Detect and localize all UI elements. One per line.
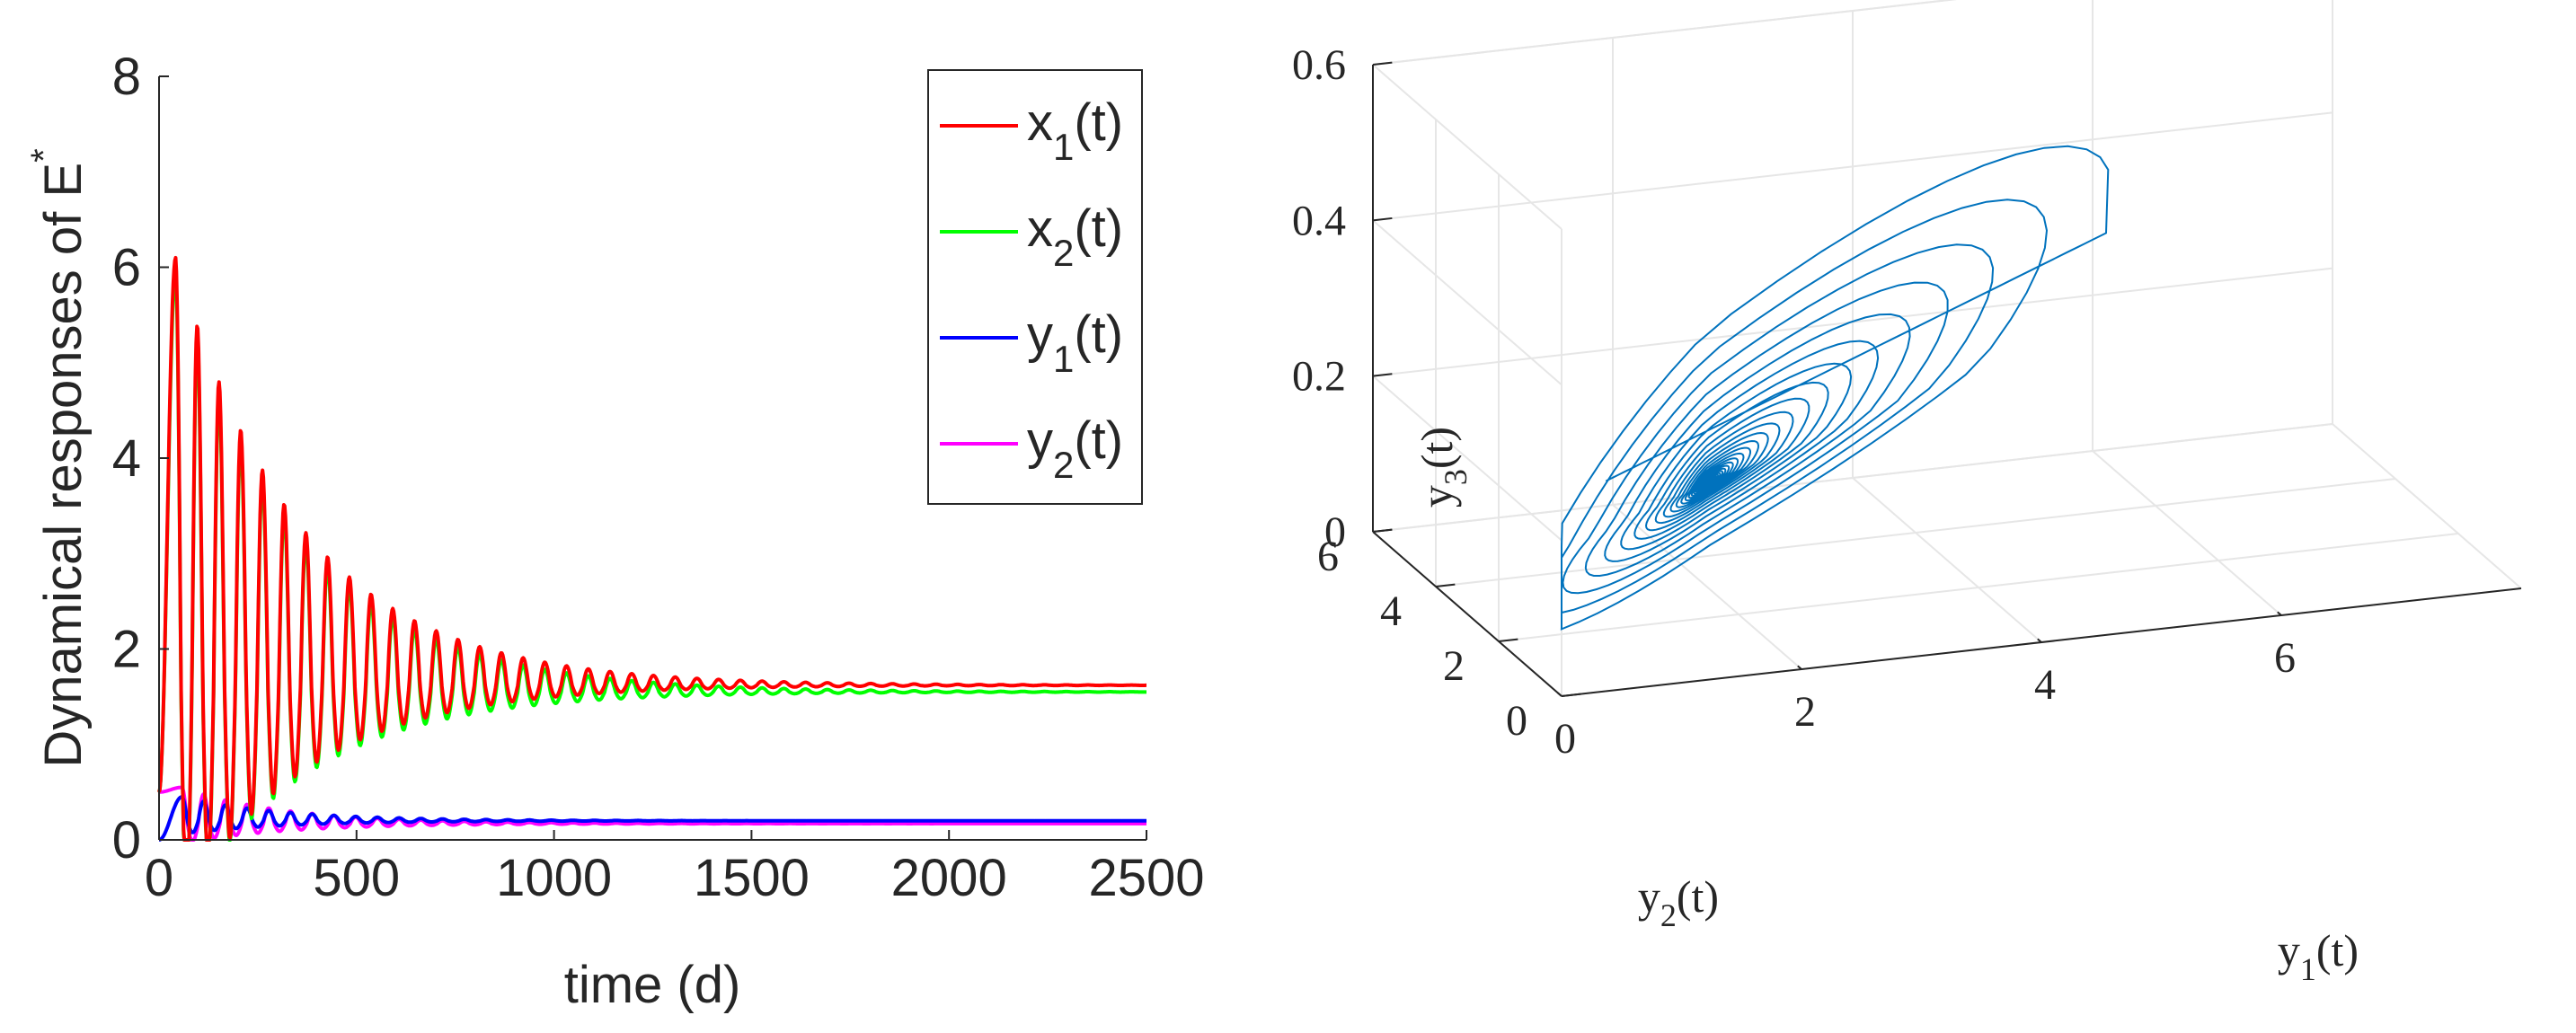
x3d-tick-label: 6 xyxy=(2274,634,2296,682)
trajectory-line xyxy=(1560,145,2110,631)
x-tick-label: 1500 xyxy=(694,849,810,907)
x3d-tick-label: 4 xyxy=(2034,661,2056,709)
wall-gridline xyxy=(1372,0,1957,66)
grid-3d xyxy=(1372,0,2522,697)
y-tick xyxy=(1561,693,1581,697)
x-tick-label: 500 xyxy=(313,849,400,907)
tick-labels: 0 500 1000 1500 2000 2500 0 2 4 6 8 xyxy=(112,48,1205,907)
y-tick-label: 8 xyxy=(112,48,141,106)
x-tick xyxy=(2037,638,2042,643)
z-tick xyxy=(1372,216,1393,222)
legend: x1(t) x2(t) y1(t) y2(t) xyxy=(927,69,1143,505)
x-tick-label: 0 xyxy=(145,849,173,907)
y-axis-line xyxy=(1372,531,1562,697)
trajectory-group xyxy=(1560,145,2110,631)
floor-gridline xyxy=(2092,450,2282,616)
series-line-y2t xyxy=(157,785,1148,842)
axes-3d xyxy=(1372,61,2522,697)
x3d-tick-label: 2 xyxy=(1794,688,1816,736)
y-axis-label: Dynamical responses of E* xyxy=(24,148,93,767)
series-line-x1t xyxy=(157,255,1148,842)
y-tick-label: 2 xyxy=(112,621,141,679)
wall-gridline xyxy=(1372,64,1562,230)
z3d-tick-label: 0.4 xyxy=(1292,197,1346,244)
y3d-tick-label: 4 xyxy=(1380,587,1402,635)
y-tick-label: 4 xyxy=(112,429,141,488)
x-axis-label: time (d) xyxy=(564,956,741,1014)
z-tick xyxy=(1372,61,1393,66)
x3d-axis-label: y1(t) xyxy=(2278,925,2359,987)
time-series-chart: 0 500 1000 1500 2000 2500 0 2 4 6 8 time (d) Dynam… xyxy=(24,48,1205,1014)
series-line-y1t xyxy=(157,795,1148,842)
wall-gridline xyxy=(1372,219,1562,386)
z3d-tick-label: 0.2 xyxy=(1292,353,1346,401)
y-tick xyxy=(1498,638,1518,642)
y3d-tick-label: 6 xyxy=(1317,533,1339,580)
legend-box xyxy=(927,69,1143,505)
floor-gridline xyxy=(1498,533,2459,642)
z3d-tick-label: 0.6 xyxy=(1292,41,1346,89)
y3d-tick-label: 0 xyxy=(1506,697,1527,745)
floor-gridline xyxy=(1612,504,1802,670)
y-tick-label: 6 xyxy=(112,239,141,297)
y-tick-label: 0 xyxy=(112,811,141,870)
wall-gridline xyxy=(1372,375,1562,542)
axis-labels-3d: y1(t) y2(t) y3(t) xyxy=(1412,427,2359,987)
x-tick-label: 2000 xyxy=(891,849,1007,907)
x3d-tick-label: 0 xyxy=(1554,715,1576,763)
wall-gridline xyxy=(1372,423,2333,533)
floor-gridline xyxy=(1435,478,2396,587)
x-tick xyxy=(1557,692,1562,697)
x-tick-label: 1000 xyxy=(496,849,612,907)
z3d-tick-label: 0 xyxy=(1324,508,1346,556)
floor-gridline xyxy=(2332,423,2522,589)
series-group xyxy=(157,255,1148,842)
z-tick xyxy=(1372,373,1393,377)
legend-label: x1(t) xyxy=(1027,93,1123,168)
legend-label: y1(t) xyxy=(1027,305,1123,380)
wall-gridline xyxy=(1372,111,2333,222)
x-tick-label: 2500 xyxy=(1088,849,1204,907)
y3d-tick-label: 2 xyxy=(1443,642,1465,690)
z3d-axis-label: y3(t) xyxy=(1412,427,1474,508)
y-tick xyxy=(1435,583,1456,587)
floor-gridline xyxy=(1852,477,2042,643)
x-tick xyxy=(2277,611,2282,616)
legend-label: y2(t) xyxy=(1027,411,1123,486)
z-tick xyxy=(1372,528,1393,533)
x-tick xyxy=(1797,665,1802,670)
y3d-axis-label: y2(t) xyxy=(1638,871,1719,933)
legend-label: x2(t) xyxy=(1027,199,1123,274)
